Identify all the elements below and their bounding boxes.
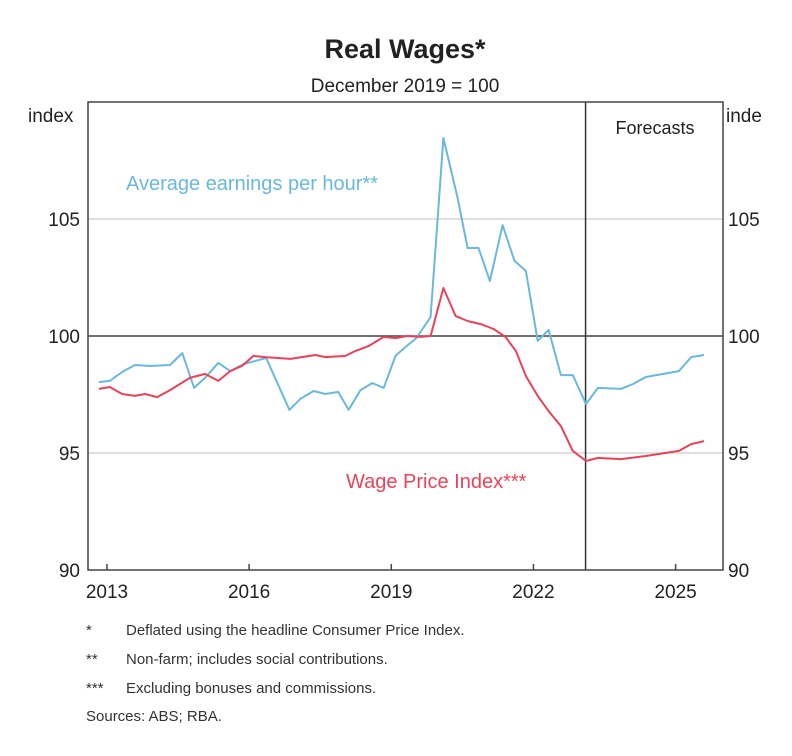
y-axis-label-left: index: [28, 106, 74, 127]
y-tick-label-right: 95: [728, 444, 749, 465]
plot-frame: [87, 101, 724, 571]
footnote-mark: **: [86, 651, 98, 668]
footnote-mark: ***: [86, 680, 104, 697]
x-tick-label: 2025: [654, 582, 696, 603]
y-tick-label-right: 105: [728, 210, 760, 231]
y-tick-label-left: 95: [59, 444, 80, 465]
series-label-wage-price-index: Wage Price Index***: [346, 471, 527, 493]
sources-note: Sources: ABS; RBA.: [86, 708, 222, 725]
chart-title: Real Wages*: [324, 34, 486, 64]
y-tick-label-right: 90: [728, 561, 749, 582]
x-tick-label: 2022: [512, 582, 554, 603]
footnote-text: Deflated using the headline Consumer Pri…: [126, 622, 465, 639]
x-tick-label: 2019: [370, 582, 412, 603]
chart-subtitle: December 2019 = 100: [311, 76, 500, 97]
x-tick-label: 2013: [86, 582, 128, 603]
footnote-text: Excluding bonuses and commissions.: [126, 680, 377, 697]
series-line-average-earnings: [98, 137, 705, 411]
series-line-wage-price-index: [98, 287, 705, 462]
y-tick-label-left: 100: [48, 327, 80, 348]
series-label-average-earnings: Average earnings per hour**: [126, 173, 378, 195]
y-tick-label-right: 100: [728, 327, 760, 348]
footnote-mark: *: [86, 622, 92, 639]
y-axis-label-right: inde: [726, 106, 762, 127]
forecast-label: Forecasts: [615, 118, 694, 138]
y-tick-label-left: 105: [48, 210, 80, 231]
y-tick-label-left: 90: [59, 561, 80, 582]
x-tick-label: 2016: [228, 582, 270, 603]
footnote-text: Non-farm; includes social contributions.: [126, 651, 388, 668]
